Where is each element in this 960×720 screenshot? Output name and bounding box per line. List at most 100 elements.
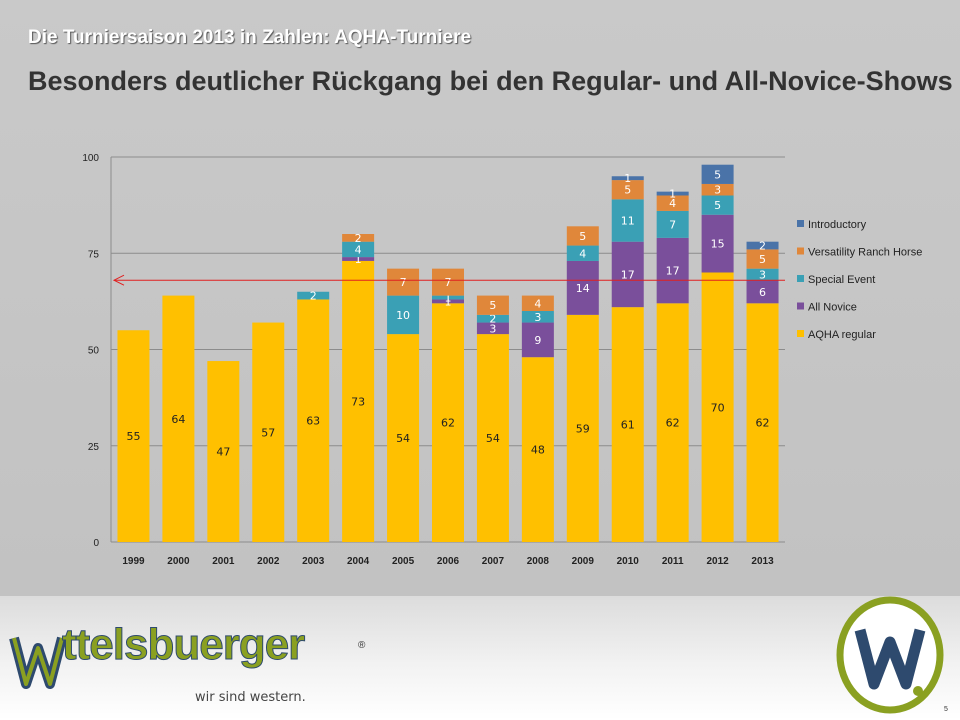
bar-segment xyxy=(566,260,599,315)
bar-segment xyxy=(297,299,330,542)
x-tick-label: 2012 xyxy=(706,556,729,567)
data-label: 1 xyxy=(355,253,362,266)
x-tick-label: 2005 xyxy=(392,556,415,567)
x-tick-label: 2004 xyxy=(347,556,370,567)
x-tick-label: 2001 xyxy=(212,556,235,567)
data-label: 11 xyxy=(621,215,635,228)
bar-segment xyxy=(701,214,734,273)
bar-segment xyxy=(476,322,509,335)
x-tick-label: 2003 xyxy=(302,556,325,567)
bar-segment xyxy=(432,295,464,300)
bar-segment xyxy=(566,245,599,261)
x-tick-label: 2010 xyxy=(617,556,640,567)
registered-mark: ® xyxy=(358,640,366,651)
data-label: 54 xyxy=(396,432,410,445)
x-tick-label: 2006 xyxy=(437,556,460,567)
bar-segment xyxy=(387,334,420,542)
bar-segment xyxy=(432,299,464,304)
footer-band xyxy=(0,596,960,720)
y-tick-label: 100 xyxy=(82,153,99,164)
y-tick-label: 50 xyxy=(88,346,100,357)
bar-segment xyxy=(342,234,375,242)
data-label: 3 xyxy=(489,322,496,335)
data-label: 2 xyxy=(489,313,496,326)
data-label: 7 xyxy=(445,276,452,289)
bar-segment xyxy=(297,291,330,300)
slide-subtitle: Die Turniersaison 2013 in Zahlen: AQHA-T… xyxy=(28,27,472,48)
x-tick-label: 2007 xyxy=(482,556,505,567)
data-label: 6 xyxy=(759,286,766,299)
data-label: 64 xyxy=(171,413,185,426)
bar-segment xyxy=(701,272,734,542)
y-tick-label: 0 xyxy=(93,538,99,549)
bar-segment xyxy=(611,199,644,242)
bar-segment xyxy=(476,334,509,542)
data-label: 70 xyxy=(711,401,725,414)
legend-swatch xyxy=(797,302,804,310)
x-tick-label: 2000 xyxy=(167,556,190,567)
bar-segment xyxy=(521,311,554,323)
data-label: 1 xyxy=(445,295,452,308)
data-label: 62 xyxy=(441,417,455,430)
bar-segment xyxy=(656,237,689,304)
logo-wordmark: ttelsbuerger xyxy=(61,620,305,670)
x-tick-label: 2013 xyxy=(751,556,774,567)
bar-segment xyxy=(162,295,195,542)
bar-segment xyxy=(342,257,375,261)
data-label: 5 xyxy=(714,168,721,181)
y-tick-label: 25 xyxy=(88,442,100,453)
data-label: 5 xyxy=(579,230,586,243)
data-label: 3 xyxy=(534,311,541,324)
data-label: 5 xyxy=(714,199,721,212)
bar-segment xyxy=(656,210,689,238)
bar-segment xyxy=(746,268,779,281)
reference-arrowhead xyxy=(112,274,125,286)
bar-segment xyxy=(701,183,734,196)
bar-segment xyxy=(566,226,599,246)
data-label: 63 xyxy=(306,415,320,428)
data-label: 7 xyxy=(400,276,407,289)
legend-label: Special Event xyxy=(808,274,875,286)
bar-segment xyxy=(701,164,734,184)
bar-segment xyxy=(476,314,509,323)
legend-layer: Introductory Versatility Ranch Horse Speci… xyxy=(797,219,922,341)
data-label: 2 xyxy=(310,290,317,303)
data-label: 57 xyxy=(261,426,275,439)
data-label: 73 xyxy=(351,395,365,408)
data-label: 54 xyxy=(486,432,500,445)
x-tick-label: 2002 xyxy=(257,556,280,567)
bar-segment xyxy=(611,241,644,308)
data-label: 1 xyxy=(624,172,631,185)
data-label: 3 xyxy=(714,184,721,197)
data-label: 7 xyxy=(669,218,676,231)
bar-segment xyxy=(611,176,644,181)
x-tick-label: 2011 xyxy=(662,556,684,567)
legend-swatch xyxy=(797,220,804,227)
data-label: 17 xyxy=(666,265,680,278)
bar-segment xyxy=(342,260,375,542)
data-label: 5 xyxy=(489,299,496,312)
bar-segment xyxy=(117,330,150,542)
badge-logo-icon xyxy=(836,596,944,714)
x-tick-label: 1999 xyxy=(122,556,145,567)
data-label: 61 xyxy=(621,419,635,432)
bar-segment xyxy=(746,249,779,269)
legend-label: Versatility Ranch Horse xyxy=(808,247,922,259)
bar-segment xyxy=(521,295,554,311)
data-label: 2 xyxy=(355,232,362,245)
bar-segment xyxy=(746,241,779,250)
data-label: 5 xyxy=(624,184,631,197)
stacked-bar-chart: 5564475763273142541076211754325489345914… xyxy=(82,153,922,567)
data-label: 47 xyxy=(216,446,230,459)
bar-segment xyxy=(611,307,644,542)
data-label: 62 xyxy=(756,417,770,430)
data-label: 1 xyxy=(445,292,452,305)
x-tick-label: 2009 xyxy=(572,556,595,567)
data-label: 4 xyxy=(579,247,586,260)
bar-segment xyxy=(566,314,599,542)
bar-segment xyxy=(746,280,779,304)
data-label: 3 xyxy=(759,268,766,281)
legend-swatch xyxy=(797,247,804,255)
bar-segment xyxy=(342,241,375,258)
data-label: 15 xyxy=(711,238,725,251)
